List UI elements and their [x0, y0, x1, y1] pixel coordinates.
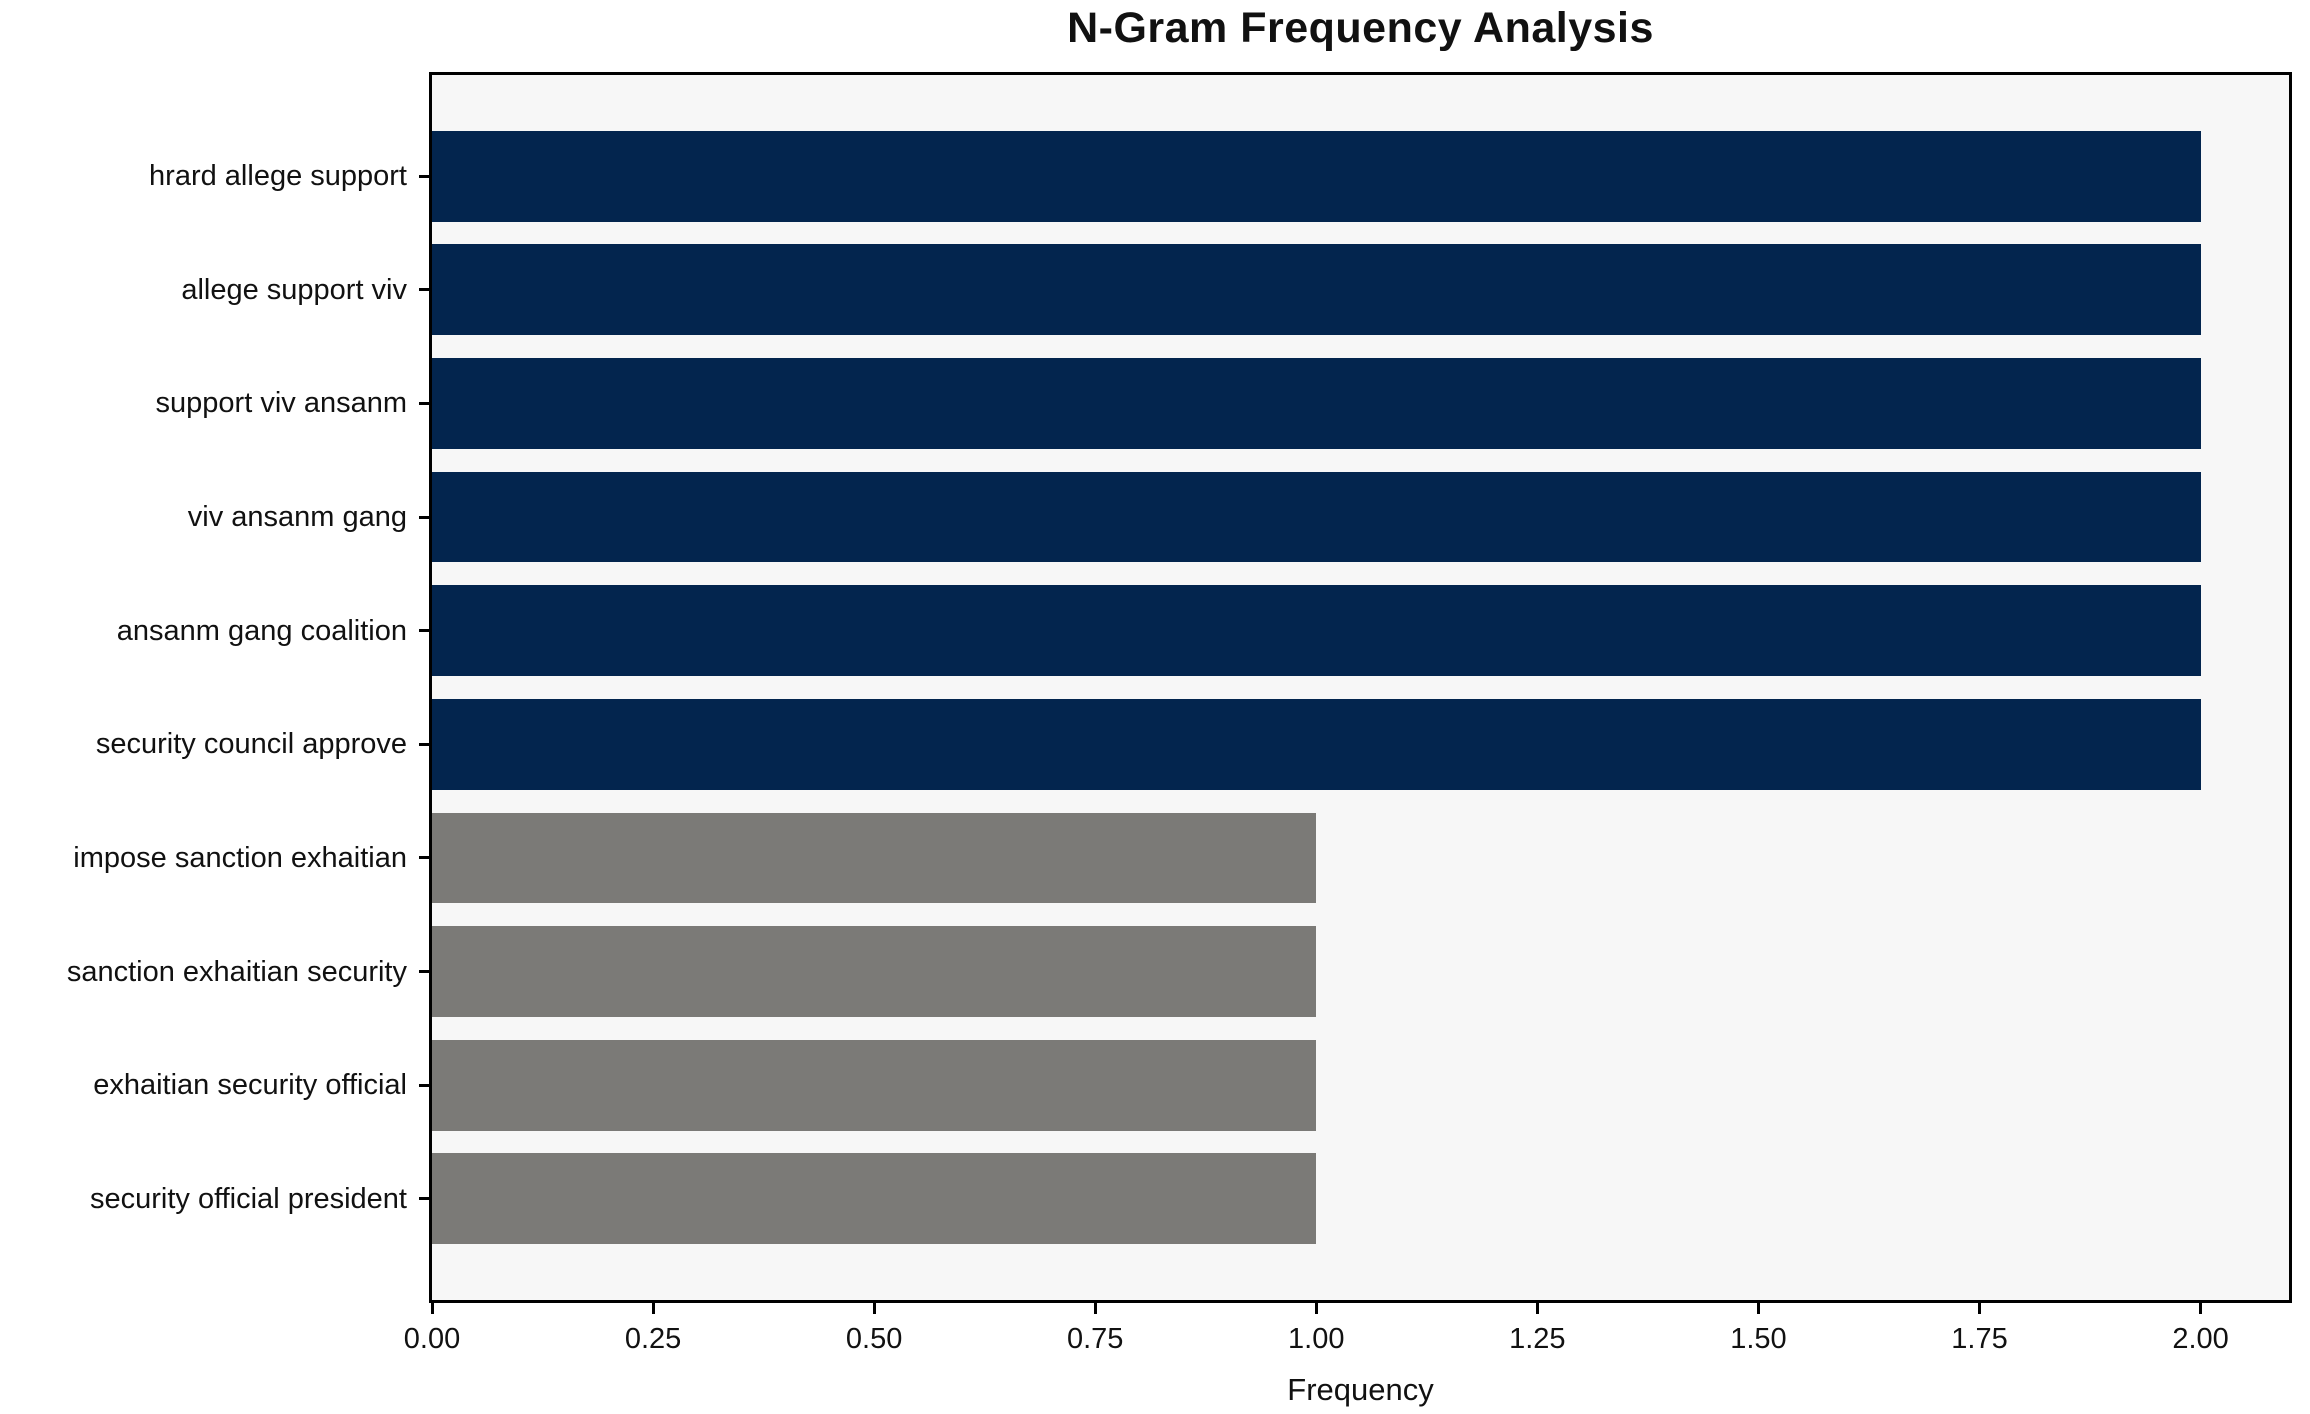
- x-tick-label: 1.50: [1730, 1323, 1787, 1355]
- x-tick-mark: [651, 1303, 655, 1314]
- bar-allege-support-viv: [432, 244, 2201, 336]
- bar-support-viv-ansanm: [432, 357, 2201, 449]
- bar-impose-sanction-exhaitian: [432, 812, 1317, 904]
- chart-title: N-Gram Frequency Analysis: [1067, 4, 1654, 52]
- x-axis-label: Frequency: [1287, 1372, 1434, 1407]
- bar-security-council-approve: [432, 698, 2201, 790]
- bar-ansanm-gang-coalition: [432, 585, 2201, 677]
- x-tick-mark: [2199, 1303, 2203, 1314]
- bar-hrard-allege-support: [432, 130, 2201, 222]
- y-tick-mark: [419, 174, 429, 178]
- bar-sanction-exhaitian-security: [432, 926, 1317, 1018]
- x-tick-label: 1.75: [1951, 1323, 2008, 1355]
- y-tick-label: ansanm gang coalition: [116, 614, 407, 647]
- plot-area: [429, 72, 2292, 1303]
- y-tick-mark: [419, 1197, 429, 1201]
- x-tick-label: 0.50: [845, 1323, 903, 1355]
- y-tick-label: hrard allege support: [149, 160, 407, 193]
- y-tick-mark: [419, 629, 429, 633]
- y-tick-label: allege support viv: [181, 273, 407, 306]
- bar-exhaitian-security-official: [432, 1039, 1317, 1131]
- x-tick-label: 2.00: [2172, 1323, 2229, 1355]
- bar-security-official-president: [432, 1153, 1317, 1245]
- y-tick-label: viv ansanm gang: [187, 501, 407, 534]
- x-tick-label: 1.00: [1288, 1323, 1345, 1355]
- y-tick-label: security council approve: [95, 728, 407, 761]
- y-tick-mark: [419, 401, 429, 405]
- x-tick-label: 0.00: [403, 1323, 461, 1355]
- y-tick-label: support viv ansanm: [155, 387, 407, 420]
- x-tick-mark: [430, 1303, 434, 1314]
- x-tick-label: 0.75: [1066, 1323, 1124, 1355]
- x-tick-mark: [1535, 1303, 1539, 1314]
- x-tick-mark: [1093, 1303, 1097, 1314]
- y-tick-mark: [419, 970, 429, 974]
- y-tick-mark: [419, 856, 429, 860]
- y-tick-mark: [419, 742, 429, 746]
- y-tick-mark: [419, 288, 429, 292]
- x-tick-mark: [1756, 1303, 1760, 1314]
- x-tick-label: 0.25: [624, 1323, 682, 1355]
- y-tick-mark: [419, 1083, 429, 1087]
- x-tick-mark: [872, 1303, 876, 1314]
- x-tick-mark: [1314, 1303, 1318, 1314]
- y-tick-label: sanction exhaitian security: [66, 955, 407, 988]
- y-tick-label: exhaitian security official: [93, 1069, 407, 1102]
- y-tick-label: impose sanction exhaitian: [73, 841, 407, 874]
- x-tick-label: 1.25: [1509, 1323, 1566, 1355]
- x-tick-mark: [1978, 1303, 1981, 1314]
- bar-viv-ansanm-gang: [432, 471, 2201, 563]
- y-tick-mark: [419, 515, 429, 519]
- y-tick-label: security official president: [89, 1182, 407, 1215]
